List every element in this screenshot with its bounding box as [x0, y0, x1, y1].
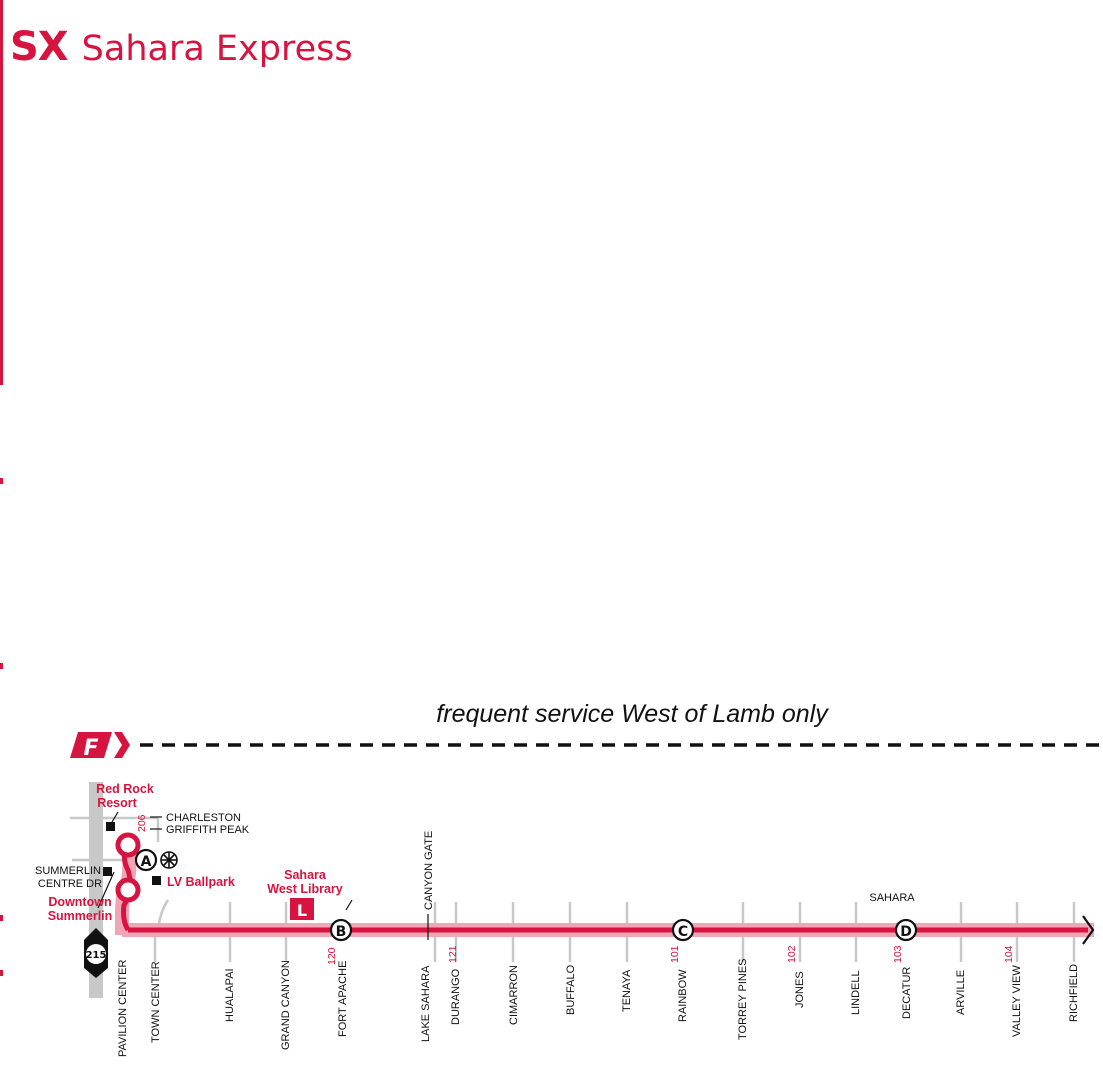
terminal-downtown-summerlin [115, 877, 141, 903]
sahara-label: SAHARA [869, 892, 915, 904]
stop-label: DECATUR [901, 967, 913, 1019]
route-number-120: 120 [326, 947, 338, 965]
left-edge-tick [0, 915, 3, 921]
canyon-gate-label: CANYON GATE [423, 831, 435, 910]
library-icon: L [290, 898, 314, 920]
connecting-route-numbers: 206 120 121 101 102 103 104 [136, 814, 1015, 965]
frequent-service-badge: F [70, 732, 130, 761]
charleston-label: CHARLESTON [166, 812, 241, 824]
stop-label: TORREY PINES [737, 958, 749, 1040]
route-number-101: 101 [669, 945, 681, 963]
timepoint-c-label: C [678, 924, 688, 940]
route-name: Sahara Express [81, 29, 353, 69]
route-number-121: 121 [447, 945, 459, 963]
stop-labels: PAVILION CENTER TOWN CENTER HUALAPAI GRA… [117, 958, 1080, 1057]
summerlin-centre-label-2: CENTRE DR [38, 878, 102, 890]
route-code: SX [10, 24, 69, 70]
stop-label: RAINBOW [677, 969, 689, 1022]
red-rock-label-1: Red Rock [96, 782, 154, 796]
stop-label: LINDELL [850, 970, 862, 1015]
stop-label: TENAYA [621, 969, 633, 1012]
route-continues-arrow [1082, 915, 1095, 945]
route-number-206: 206 [136, 814, 148, 832]
freeway-number: 215 [86, 950, 107, 961]
griffith-peak-label: GRIFFITH PEAK [166, 824, 250, 836]
route-number-102: 102 [786, 945, 798, 963]
stop-label: PAVILION CENTER [117, 960, 129, 1057]
street-grid [70, 816, 1076, 962]
leader-lines [97, 811, 429, 940]
library-label-2: West Library [267, 882, 343, 896]
library-label-1: Sahara [284, 868, 327, 882]
stop-label: FORT APACHE [337, 961, 349, 1037]
cross-street-labels-upper: CHARLESTON GRIFFITH PEAK SUMMERLIN CENTR… [35, 812, 915, 910]
left-edge-rule [0, 0, 3, 385]
landmark-square-summerlin-centre [103, 867, 112, 876]
route-number-104: 104 [1003, 945, 1015, 963]
left-edge-tick [0, 478, 3, 484]
landmark-square-ballpark [152, 876, 161, 885]
timepoint-d: D [894, 918, 918, 942]
frequent-service-note: frequent service West of Lamb only [436, 700, 829, 728]
timepoint-b: B [329, 918, 353, 942]
route-number-103: 103 [892, 945, 904, 963]
stop-label: GRAND CANYON [280, 960, 292, 1050]
timepoint-d-label: D [900, 924, 912, 940]
timepoint-a-label: A [141, 854, 152, 870]
landmark-square-red-rock [106, 822, 115, 831]
terminal-red-rock [115, 832, 141, 858]
library-icon-letter: L [297, 901, 307, 920]
downtown-summerlin-label-2: Summerlin [48, 909, 113, 923]
stop-label: ARVILLE [955, 970, 967, 1015]
stop-label: TOWN CENTER [150, 961, 162, 1043]
landmark-labels: Red Rock Resort Downtown Summerlin LV Ba… [48, 782, 343, 923]
freeway-215-shield: 215 [84, 928, 108, 978]
stop-label: DURANGO [450, 968, 462, 1025]
lv-ballpark-label: LV Ballpark [167, 875, 235, 889]
stop-label: LAKE SAHARA [420, 965, 432, 1042]
left-edge-tick [0, 663, 3, 669]
left-edge-tick [0, 970, 3, 976]
frequent-badge-letter: F [83, 736, 98, 761]
timepoint-c: C [671, 918, 695, 942]
red-rock-label-2: Resort [97, 796, 137, 810]
stop-label: VALLEY VIEW [1011, 965, 1023, 1037]
stop-label: HUALAPAI [224, 968, 236, 1022]
wheel-icon [160, 851, 178, 869]
timepoint-a: A [134, 848, 158, 872]
stop-label: JONES [794, 971, 806, 1008]
stop-label: RICHFIELD [1068, 964, 1080, 1022]
stop-label: CIMARRON [508, 965, 520, 1025]
downtown-summerlin-label-1: Downtown [48, 895, 111, 909]
summerlin-centre-label-1: SUMMERLIN [35, 865, 101, 877]
route-header: SX Sahara Express [10, 24, 353, 70]
timepoint-b-label: B [336, 924, 347, 940]
stop-label: BUFFALO [565, 964, 577, 1015]
